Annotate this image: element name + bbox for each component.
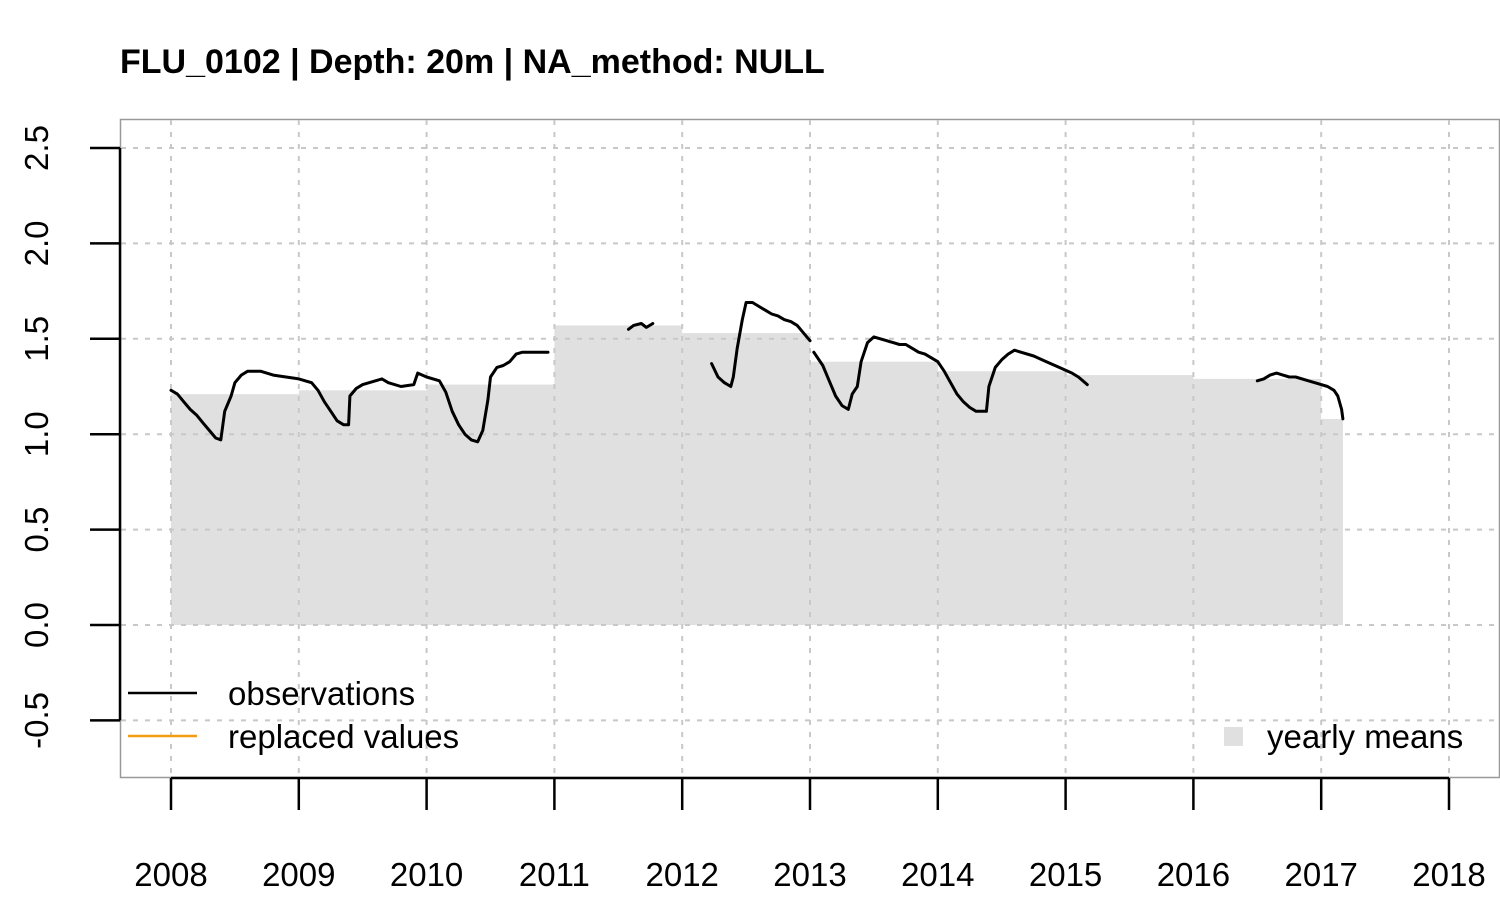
yearly-mean-bar-3: [426, 384, 555, 625]
yearly-mean-bar-5: [682, 333, 810, 625]
yearly-mean-bar-8: [1065, 375, 1194, 625]
y-tick-label-1: 0.0: [18, 602, 55, 648]
legend: observations replaced values yearly means: [128, 675, 1463, 755]
observation-segment-2: [627, 322, 655, 331]
observation-segment-1: [169, 350, 550, 444]
y-tick-label-3: 1.0: [18, 411, 55, 457]
legend-yearly-swatch: [1224, 727, 1243, 746]
observation-segment-3: [710, 301, 812, 388]
observation-segment-5: [1255, 371, 1345, 421]
yearly-mean-bar-7: [937, 371, 1066, 625]
x-tick-label-2014: 2014: [901, 856, 974, 893]
x-tick-label-2017: 2017: [1284, 856, 1357, 893]
axes-layer: 2008 2009 2010 2011 2012 2013 2014 2015 2016 2017…: [18, 125, 1486, 893]
x-tick-label-2018: 2018: [1412, 856, 1485, 893]
yearly-mean-bar-2: [298, 390, 427, 625]
grid-layer: [121, 120, 1499, 778]
x-tick-label-2016: 2016: [1157, 856, 1230, 893]
observations-layer: [169, 301, 1345, 444]
x-tick-label-2012: 2012: [645, 856, 718, 893]
chart-title: FLU_0102 | Depth: 20m | NA_method: NULL: [120, 43, 825, 81]
y-tick-label-4: 1.5: [18, 316, 55, 362]
yearly-mean-bar-9: [1193, 378, 1322, 625]
observation-segment-4: [812, 335, 1089, 413]
x-tick-label-2013: 2013: [773, 856, 846, 893]
yearly-mean-bar-1: [171, 394, 299, 625]
yearly-mean-bar-4: [554, 325, 683, 625]
yearly-mean-bar-6: [810, 361, 938, 625]
legend-observations-label: observations: [228, 675, 415, 712]
y-tick-label-0: -0.5: [18, 692, 55, 749]
x-tick-label-2009: 2009: [262, 856, 335, 893]
yearly-mean-bar-10: [1321, 418, 1343, 625]
x-tick-label-2015: 2015: [1029, 856, 1102, 893]
x-tick-label-2008: 2008: [134, 856, 207, 893]
yearly-means-layer: [171, 325, 1343, 625]
x-tick-label-2010: 2010: [390, 856, 463, 893]
legend-replaced-label: replaced values: [228, 718, 459, 755]
y-tick-label-6: 2.5: [18, 125, 55, 171]
x-tick-label-2011: 2011: [519, 856, 590, 893]
y-tick-label-2: 0.5: [18, 507, 55, 553]
y-tick-label-5: 2.0: [18, 220, 55, 266]
legend-yearly-label: yearly means: [1267, 718, 1463, 755]
